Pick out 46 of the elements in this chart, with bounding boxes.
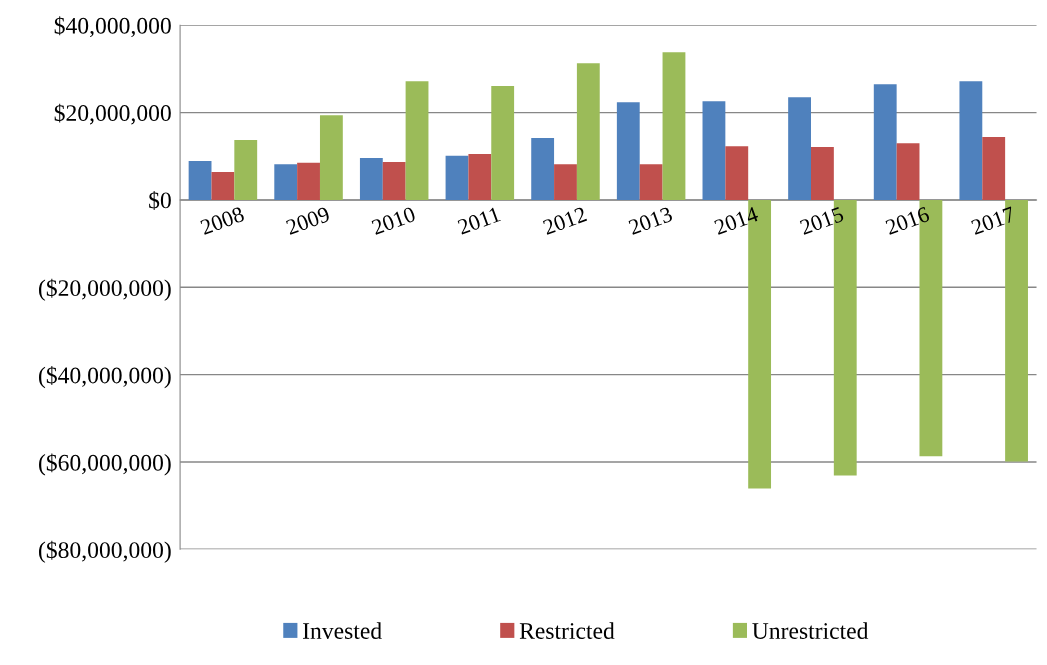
x-tick-label: 2016 (884, 206, 931, 236)
bar (211, 172, 235, 200)
bar (576, 63, 600, 200)
bar (468, 154, 492, 200)
x-tick-label: 2012 (542, 206, 588, 236)
bar (445, 155, 469, 200)
bar (982, 137, 1006, 200)
bar (234, 140, 258, 200)
bar (702, 101, 726, 200)
legend-label: Invested (302, 622, 382, 639)
bar (616, 102, 640, 200)
bar (188, 161, 212, 200)
bar (662, 52, 686, 200)
bar (491, 85, 515, 200)
legend-label: Restricted (519, 622, 615, 639)
y-tick-label: ($20,000,000) (39, 278, 171, 301)
bar (788, 97, 811, 200)
y-tick-label: $0 (149, 191, 171, 210)
bar (959, 81, 983, 200)
y-tick-label: ($80,000,000) (39, 540, 171, 563)
y-tick-label: ($60,000,000) (39, 453, 171, 476)
x-tick-label: 2013 (627, 206, 674, 236)
bar (639, 164, 663, 200)
x-tick-label: 2008 (199, 206, 245, 236)
bar (274, 164, 298, 200)
x-tick-label: 2010 (371, 206, 417, 236)
x-tick-label: 2014 (713, 206, 760, 236)
x-tick-label: 2011 (457, 206, 501, 235)
bar (873, 84, 897, 200)
bar (811, 147, 834, 200)
x-tick-label: 2015 (799, 206, 845, 236)
y-tick-label: $40,000,000 (54, 16, 171, 38)
legend-label: Unrestricted (752, 622, 869, 639)
y-tick-label: $20,000,000 (54, 103, 171, 125)
bar (405, 81, 429, 200)
bar (359, 158, 383, 200)
x-tick-label: 2017 (970, 206, 1016, 236)
bar (896, 143, 920, 200)
bar (531, 137, 555, 200)
bar (297, 162, 320, 200)
bar (554, 164, 577, 200)
bar (382, 161, 406, 200)
y-tick-label: ($40,000,000) (39, 366, 171, 389)
bar (725, 146, 749, 200)
bar (319, 115, 343, 200)
x-tick-label: 2009 (285, 206, 331, 236)
